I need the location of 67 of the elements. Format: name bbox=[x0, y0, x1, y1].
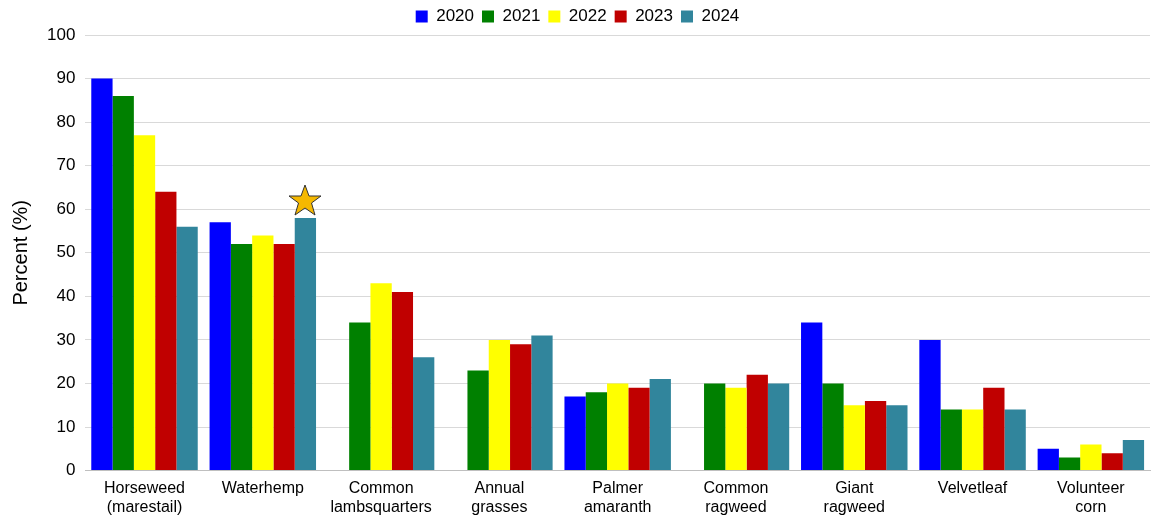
x-tick-label: Waterhemp bbox=[221, 478, 304, 496]
bar bbox=[919, 339, 941, 471]
bar bbox=[510, 344, 532, 471]
legend-label: 2022 bbox=[568, 6, 607, 26]
bar bbox=[230, 244, 253, 471]
x-tick-label: Common ragweed bbox=[703, 478, 769, 515]
bar bbox=[370, 283, 392, 471]
bar bbox=[886, 405, 908, 471]
x-tick-label: Velvetleaf bbox=[937, 478, 1008, 496]
bar bbox=[349, 322, 371, 471]
y-tick-label: 0 bbox=[65, 460, 76, 480]
bar bbox=[746, 374, 768, 471]
x-tick-label: Annual grasses bbox=[471, 478, 528, 515]
bar bbox=[176, 226, 198, 471]
bar bbox=[801, 322, 823, 471]
bar bbox=[607, 383, 629, 471]
y-tick-label: 90 bbox=[56, 68, 76, 88]
bar bbox=[488, 339, 511, 471]
bar bbox=[628, 387, 650, 471]
x-tick-label: Palmer amaranth bbox=[583, 478, 652, 515]
bar bbox=[864, 400, 887, 471]
bar bbox=[649, 379, 671, 471]
y-tick-label: 60 bbox=[56, 198, 76, 218]
bar bbox=[91, 78, 113, 471]
y-tick-label: 70 bbox=[56, 155, 76, 175]
bar bbox=[961, 409, 984, 471]
bar bbox=[133, 135, 156, 471]
legend-label: 2023 bbox=[635, 6, 673, 26]
bar bbox=[467, 370, 489, 471]
y-axis-title: Percent (%) bbox=[8, 200, 31, 306]
bar bbox=[564, 396, 586, 471]
bar bbox=[252, 235, 274, 471]
y-tick-label: 30 bbox=[56, 329, 76, 349]
y-tick-label: 100 bbox=[46, 24, 76, 44]
bar bbox=[391, 292, 414, 471]
bar bbox=[704, 383, 726, 471]
legend-label: 2020 bbox=[436, 6, 475, 26]
y-tick-label: 20 bbox=[56, 373, 76, 393]
bar bbox=[1037, 448, 1059, 471]
y-tick-label: 50 bbox=[56, 242, 76, 262]
bar bbox=[1122, 440, 1145, 471]
y-tick-label: 10 bbox=[56, 416, 76, 436]
legend-label: 2021 bbox=[502, 6, 541, 26]
x-tick-label: Common lambsquarters bbox=[330, 478, 432, 515]
x-tick-label: Horseweed (marestail) bbox=[104, 478, 185, 515]
bar bbox=[1080, 444, 1102, 471]
bar bbox=[209, 222, 231, 471]
x-tick-label: Volunteer corn bbox=[1057, 478, 1126, 515]
bar bbox=[843, 405, 865, 471]
bar bbox=[940, 409, 962, 471]
x-tick-label: Giant ragweed bbox=[823, 478, 885, 515]
bar bbox=[822, 383, 844, 471]
bar bbox=[1004, 409, 1026, 471]
y-tick-label: 40 bbox=[56, 286, 76, 306]
bar bbox=[273, 244, 295, 471]
y-tick-label: 80 bbox=[56, 111, 76, 131]
bar bbox=[413, 357, 435, 471]
bar bbox=[767, 383, 790, 471]
bar bbox=[112, 95, 134, 471]
legend-label: 2024 bbox=[701, 6, 740, 26]
bar bbox=[155, 191, 177, 471]
bar bbox=[585, 392, 608, 471]
bar bbox=[531, 335, 553, 471]
bar bbox=[1101, 453, 1123, 471]
bar bbox=[725, 387, 747, 471]
bar bbox=[1058, 457, 1081, 471]
bar bbox=[983, 387, 1005, 471]
